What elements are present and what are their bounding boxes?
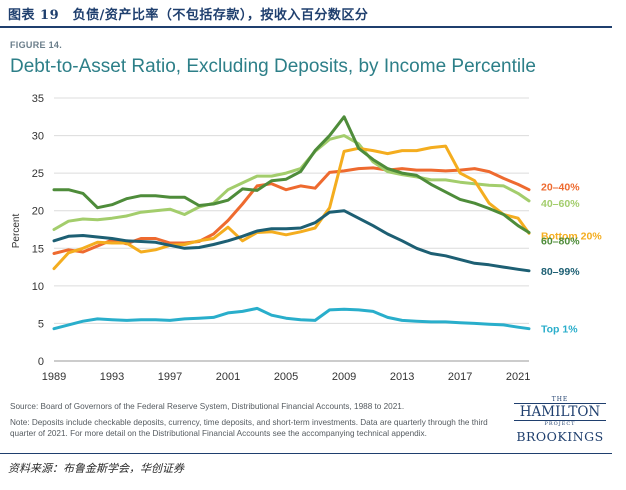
x-tick-label: 2013 [390, 371, 414, 383]
figure-label: FIGURE 14. [10, 40, 63, 50]
series-label: 40–60% [541, 198, 580, 210]
series-labels: 20–40% 40–60% Bottom 20%60–80% 80–99% Top 1% [541, 182, 602, 336]
y-tick-label: 10 [32, 281, 44, 293]
series-label: Top 1% [541, 324, 578, 336]
y-tick-label: 0 [38, 356, 44, 368]
line-chart: 0 5 10 15 20 25 30 35 1989 1993 1997 2001 2005 2009 2… [11, 93, 602, 383]
logo-the: THE [551, 396, 569, 403]
title-rule [0, 26, 612, 28]
series-label: 20–40% [541, 182, 580, 194]
x-tick-label: 1989 [42, 371, 66, 383]
chart-title: Debt-to-Asset Ratio, Excluding Deposits,… [10, 56, 536, 77]
x-tick-label: 1993 [100, 371, 124, 383]
y-tick-labels: 0 5 10 15 20 25 30 35 [32, 93, 44, 368]
y-tick-label: 25 [32, 168, 44, 180]
series-line-top-1- [52, 306, 531, 331]
x-tick-label: 2021 [506, 371, 530, 383]
series-line-80-99- [52, 209, 531, 273]
y-tick-label: 35 [32, 93, 44, 105]
x-tick-labels: 1989 1993 1997 2001 2005 2009 2013 2017 2021 [42, 371, 531, 383]
source-rule [0, 453, 612, 454]
y-tick-label: 30 [32, 131, 44, 143]
series-label: Bottom 20% [541, 230, 602, 242]
x-tick-label: 2017 [448, 371, 472, 383]
y-tick-label: 15 [32, 243, 44, 255]
y-tick-label: 5 [38, 318, 44, 330]
logo-name: HAMILTON [514, 403, 606, 421]
logo-project: PROJECT [544, 421, 576, 427]
hamilton-brookings-logo: THE HAMILTON PROJECT BROOKINGS [514, 396, 606, 444]
report-title: 图表 19 负债/资产比率（不包括存款），按收入百分数区分 [8, 8, 369, 23]
series-line-bottom-20- [52, 144, 531, 271]
x-tick-label: 2005 [274, 371, 298, 383]
x-tick-label: 1997 [158, 371, 182, 383]
series-lines [52, 115, 531, 331]
series-label: 60–80% [541, 236, 580, 248]
x-tick-label: 2009 [332, 371, 356, 383]
series-line-40-60- [52, 134, 531, 231]
series-line-60-80- [52, 115, 531, 234]
figure-note: Note: Deposits include checkable deposit… [10, 418, 488, 438]
y-tick-label: 20 [32, 206, 44, 218]
report-source: 资料来源：布鲁金斯学会，华创证券 [8, 462, 184, 475]
x-tick-label: 2001 [216, 371, 240, 383]
series-label: 80–99% [541, 266, 580, 278]
y-axis-label: Percent [11, 214, 22, 249]
logo-org: BROOKINGS [516, 429, 604, 444]
figure-panel: FIGURE 14. Debt-to-Asset Ratio, Excludin… [2, 34, 610, 448]
figure-source: Source: Board of Governors of the Federa… [10, 402, 405, 411]
